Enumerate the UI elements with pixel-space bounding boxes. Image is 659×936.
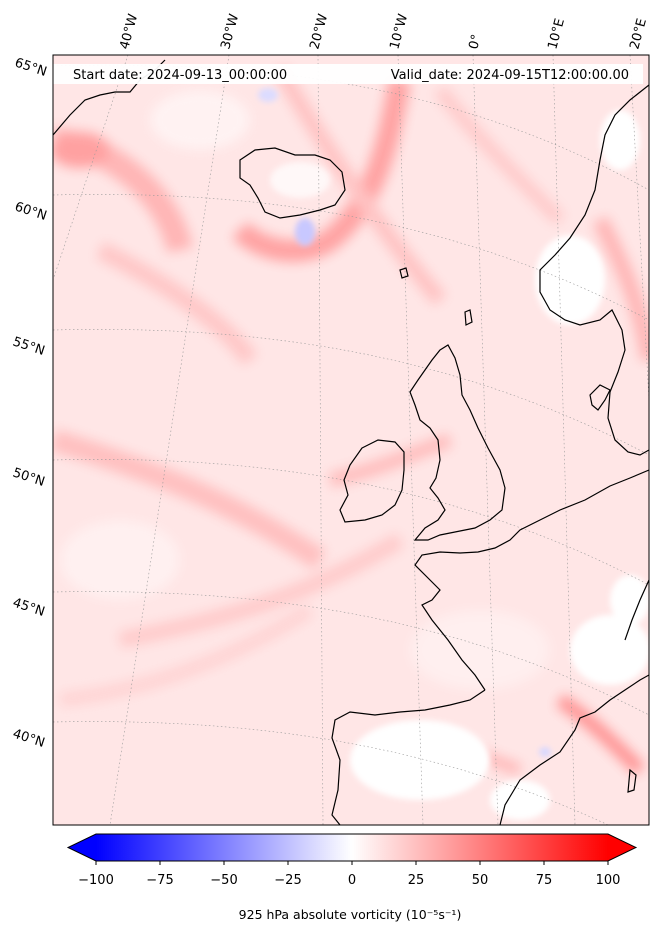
longitude-labels: 40°W 30°W 20°W 10°W 0° 10°E 20°E [117,12,650,51]
lon-label-20e: 20°E [627,17,650,51]
colorbar-tick-label: 100 [596,873,621,888]
start-date-label: Start date: 2024-09-13_00:00:00 [73,68,287,83]
colorbar-tick-label: 0 [348,873,356,888]
colorbar-extend-max [608,834,636,861]
lon-label-40w: 40°W [117,12,141,51]
lon-label-10e: 10°E [545,17,568,51]
lon-label-0: 0° [466,33,484,51]
vorticity-field [53,55,649,825]
lat-label-60n: 60°N [13,200,49,224]
lon-label-30w: 30°W [218,12,242,51]
colorbar-tick-label: −50 [210,873,237,888]
lat-label-45n: 45°N [11,596,47,620]
colorbar: −100 −75 −50 −25 0 25 50 75 100 925 hPa absolute… [66,833,638,922]
lat-label-55n: 55°N [11,335,47,359]
latitude-labels: 65°N 60°N 55°N 50°N 45°N 40°N [11,56,49,751]
lat-label-65n: 65°N [13,56,49,80]
colorbar-extend-min [68,834,96,861]
colorbar-label: 925 hPa absolute vorticity (10⁻⁵s⁻¹) [239,907,462,922]
valid-date-label: Valid_date: 2024-09-15T12:00:00.00 [391,68,629,83]
lat-label-50n: 50°N [11,466,47,490]
colorbar-tick-label: 25 [408,873,425,888]
colorbar-tick-label: −75 [146,873,173,888]
graticule [53,55,649,825]
colorbar-tick-label: 50 [472,873,489,888]
colorbar-gradient [96,834,608,861]
map-frame [52,54,650,826]
colorbar-ticks: −100 −75 −50 −25 0 25 50 75 100 [78,861,620,888]
colorbar-tick-label: 75 [536,873,553,888]
lat-label-40n: 40°N [11,727,47,751]
lon-label-10w: 10°W [387,12,411,51]
colorbar-tick-label: −100 [78,873,114,888]
colorbar-tick-label: −25 [274,873,301,888]
lon-label-20w: 20°W [307,12,331,51]
coastlines [53,59,649,825]
